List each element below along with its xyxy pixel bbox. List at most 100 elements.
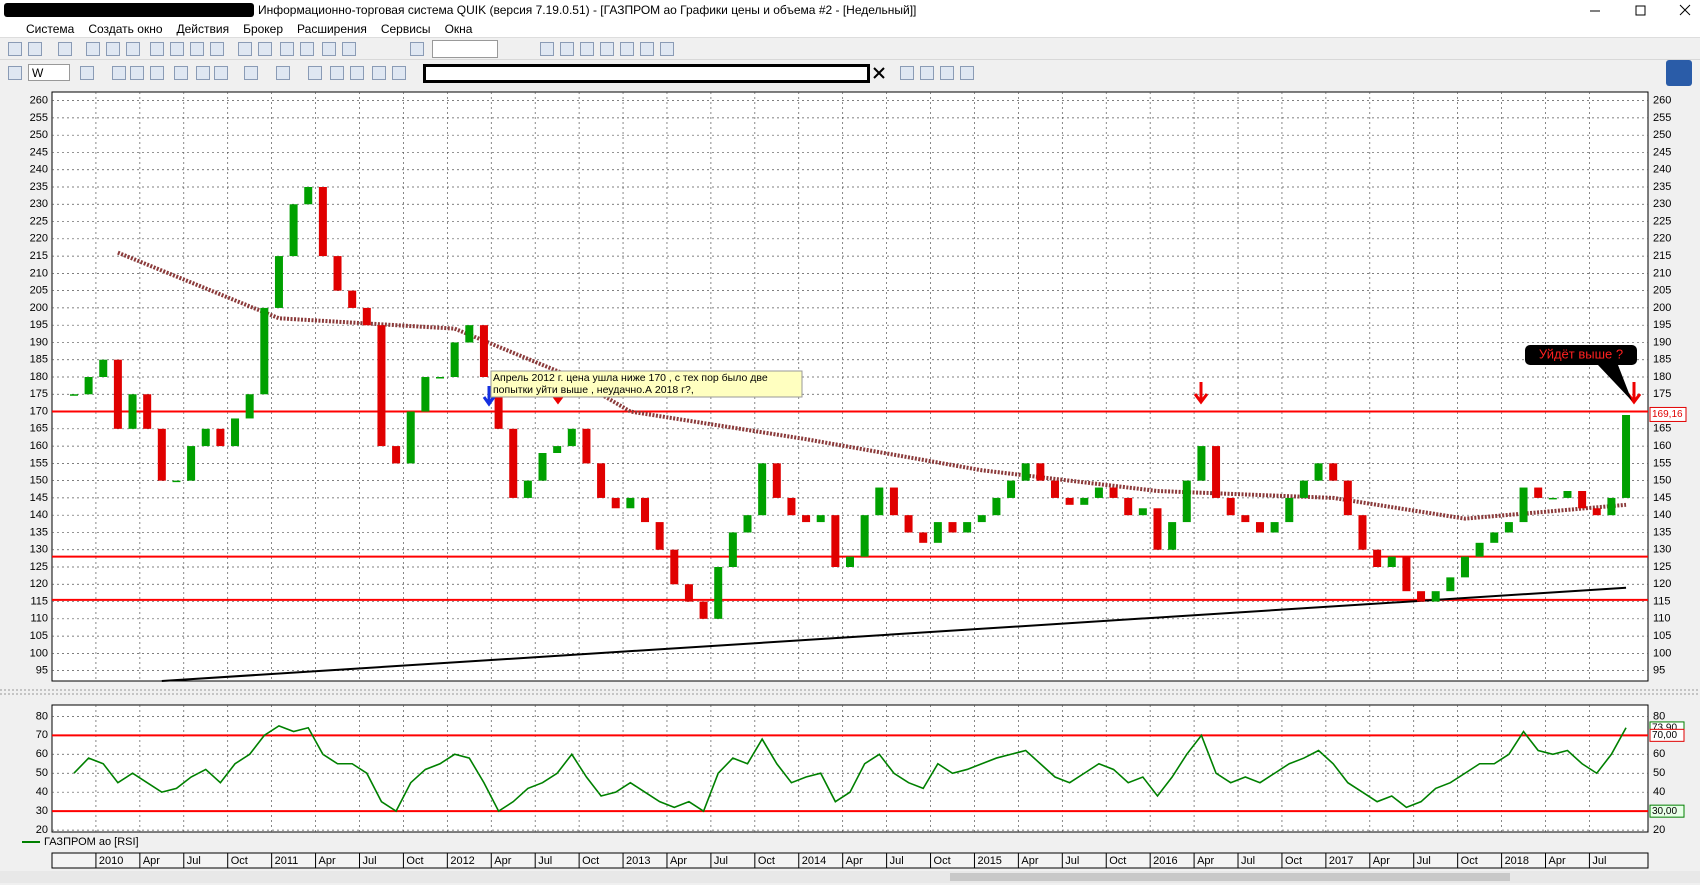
toolbar-button[interactable] [308, 66, 322, 80]
x-tick-label: Apr [1197, 855, 1214, 867]
y-tick-label: 160 [30, 440, 48, 452]
toolbar-button[interactable] [86, 42, 100, 56]
toolbar-button[interactable] [170, 42, 184, 56]
y-tick-label-right: 200 [1653, 302, 1671, 314]
toolbar-button[interactable] [560, 42, 574, 56]
menu-item[interactable]: Окна [444, 22, 473, 36]
toolbar-button[interactable] [150, 42, 164, 56]
toolbar-button[interactable] [112, 66, 126, 80]
candle [1460, 556, 1469, 578]
y-tick-label: 150 [30, 475, 48, 487]
x-tick-label: Apr [319, 855, 336, 867]
candle [392, 446, 401, 464]
toolbar-button[interactable] [300, 42, 314, 56]
toolbar-button[interactable] [214, 66, 228, 80]
y-tick-label-right: 220 [1653, 233, 1671, 245]
toolbar-button[interactable] [106, 42, 120, 56]
candle [1285, 497, 1294, 523]
toolbar-button[interactable] [330, 66, 344, 80]
candle [933, 522, 942, 543]
toolbar-button[interactable] [58, 42, 72, 56]
toolbar-button[interactable] [238, 42, 252, 56]
toolbar-button[interactable] [660, 42, 674, 56]
y-tick-label-right: 180 [1653, 371, 1671, 383]
toolbar-button[interactable] [258, 42, 272, 56]
toolbar-button[interactable] [540, 42, 554, 56]
candle [216, 428, 225, 447]
candle [1343, 480, 1352, 516]
menu-item[interactable]: Система [26, 22, 75, 36]
clear-button[interactable] [872, 66, 886, 80]
x-tick-label: Apr [1373, 855, 1390, 867]
toolbar-button[interactable] [342, 42, 356, 56]
menu-item[interactable]: Действия [176, 22, 230, 36]
search-input[interactable] [432, 40, 498, 58]
x-tick-label: 2016 [1153, 855, 1177, 867]
candle [992, 497, 1001, 516]
toolbar-button[interactable] [244, 66, 258, 80]
toolbar-button[interactable] [276, 66, 290, 80]
y-tick-label-right: 250 [1653, 129, 1671, 141]
candle [1446, 577, 1455, 592]
candle [1402, 556, 1411, 592]
toolbar-button[interactable] [126, 42, 140, 56]
toolbar-button[interactable] [80, 66, 94, 80]
menu-item[interactable]: Создать окно [88, 22, 163, 36]
candle [1226, 497, 1235, 516]
toolbar-button[interactable] [960, 66, 974, 80]
x-tick-label: Apr [846, 855, 863, 867]
y-tick-label: 200 [30, 302, 48, 314]
interval-select[interactable]: W [28, 64, 70, 81]
toolbar-button[interactable] [620, 42, 634, 56]
y-tick-label: 225 [30, 215, 48, 227]
toolbar-button[interactable] [322, 42, 336, 56]
candle [465, 325, 474, 343]
y-tick-label-right: 135 [1653, 526, 1671, 538]
x-tick-label: Jul [714, 855, 728, 867]
menu-item[interactable]: Брокер [243, 22, 284, 36]
close[interactable] [1679, 4, 1691, 16]
toolbar-button[interactable] [372, 66, 386, 80]
toolbar-button[interactable] [940, 66, 954, 80]
toolbar-button[interactable] [640, 42, 654, 56]
maximize[interactable] [1635, 5, 1646, 16]
y-tick-label-right: 140 [1653, 509, 1671, 521]
title-bar: Информационно-торговая система QUIK (вер… [0, 0, 1700, 20]
toolbar-button[interactable] [196, 66, 210, 80]
toolbar-button[interactable] [580, 42, 594, 56]
y-tick-label-right: 95 [1653, 665, 1665, 677]
toolbar-button[interactable] [150, 66, 164, 80]
toolbar-button[interactable] [174, 66, 188, 80]
toolbar-button[interactable] [210, 42, 224, 56]
y-tick-label-right: 230 [1653, 198, 1671, 210]
value-label: 30,00 [1652, 806, 1677, 817]
candle [333, 256, 342, 291]
toolbar-button[interactable] [8, 42, 22, 56]
y-tick-label-right: 130 [1653, 544, 1671, 556]
y-tick-label-right: 115 [1653, 595, 1671, 607]
toolbar-button[interactable] [28, 42, 42, 56]
candle [714, 567, 723, 619]
candle [655, 522, 664, 550]
redacted-input[interactable] [423, 64, 870, 83]
toolbar-button[interactable] [350, 66, 364, 80]
toolbar-button[interactable] [392, 66, 406, 80]
toolbar-button[interactable] [130, 66, 144, 80]
y-tick-label-right: 260 [1653, 95, 1671, 107]
toolbar-button[interactable] [600, 42, 614, 56]
toolbar-button[interactable] [410, 42, 424, 56]
x-tick-label: 2018 [1505, 855, 1529, 867]
candle [1168, 522, 1177, 550]
scrollbar-thumb[interactable] [950, 873, 1510, 881]
y-tick-label: 175 [30, 388, 48, 400]
toolbar-button[interactable] [920, 66, 934, 80]
toolbar-button[interactable] [900, 66, 914, 80]
menu-item[interactable]: Сервисы [380, 22, 431, 36]
broker-logo[interactable] [1666, 60, 1692, 86]
y-tick-label: 60 [36, 748, 48, 760]
candle [1373, 549, 1382, 567]
toolbar-button[interactable] [190, 42, 204, 56]
menu-item[interactable]: Расширения [297, 22, 367, 36]
toolbar-button[interactable] [8, 66, 22, 80]
toolbar-button[interactable] [280, 42, 294, 56]
